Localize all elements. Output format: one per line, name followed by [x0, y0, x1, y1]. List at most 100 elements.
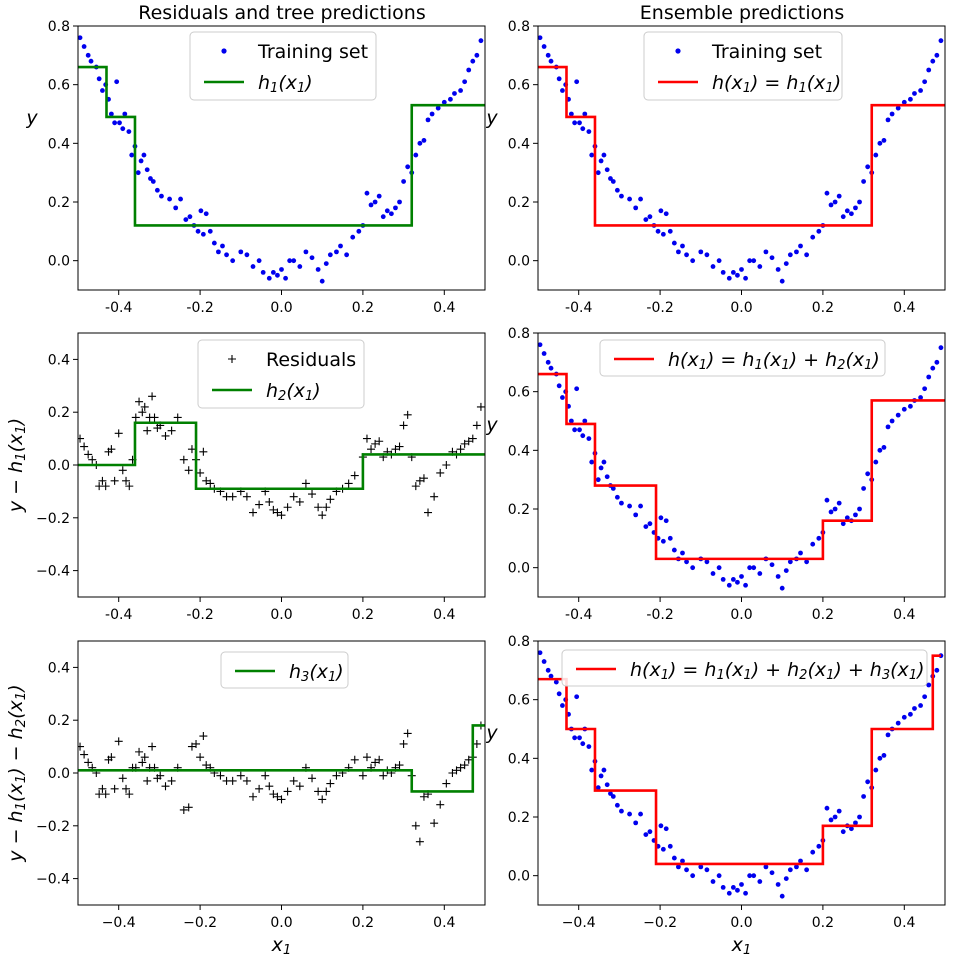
residual-point	[371, 439, 380, 448]
training-point	[824, 497, 830, 503]
residual-point	[156, 771, 165, 780]
training-point	[663, 518, 669, 524]
y-axis-label: y − h1(x1) − h2(x1)	[5, 684, 29, 862]
training-point	[556, 691, 562, 697]
training-point	[832, 814, 838, 820]
residual-point	[179, 455, 188, 464]
x-tick-label: -0.2	[646, 607, 673, 623]
x-tick-label: -0.4	[105, 300, 132, 316]
residual-point	[344, 479, 353, 488]
training-point	[747, 258, 753, 264]
training-point	[462, 79, 468, 85]
y-tick-label: 0.8	[48, 19, 70, 35]
training-point	[541, 351, 547, 356]
training-point	[586, 436, 592, 441]
residual-point	[375, 755, 384, 764]
residual-point	[143, 776, 152, 785]
training-point	[716, 258, 722, 264]
residual-point	[273, 792, 282, 801]
plot-area	[538, 35, 945, 284]
training-point	[804, 252, 810, 258]
training-point	[783, 568, 789, 573]
residual-point	[468, 434, 477, 443]
training-point	[658, 208, 664, 214]
legend-label: h(x1) = h1(x1) + h2(x1) + h3(x1)	[630, 659, 925, 683]
training-point	[769, 255, 775, 261]
residual-point	[265, 782, 274, 791]
legend-box	[561, 649, 928, 687]
training-point	[568, 418, 574, 424]
residual-point	[472, 739, 481, 748]
residual-point	[367, 445, 376, 454]
training-point	[538, 342, 543, 348]
residual-point	[430, 819, 439, 828]
training-point	[129, 152, 135, 158]
training-point	[319, 278, 325, 284]
residual-point	[332, 771, 341, 780]
training-point	[690, 565, 696, 571]
training-point	[279, 267, 284, 272]
x-tick-label: -0.2	[646, 300, 673, 316]
x-tick-label: 0.0	[270, 915, 292, 931]
training-point	[647, 214, 653, 220]
training-point	[698, 249, 704, 255]
training-point	[735, 272, 740, 278]
training-point	[610, 486, 616, 491]
y-axis-label: y	[485, 107, 498, 129]
plot-area	[538, 650, 944, 899]
residual-point	[101, 482, 110, 491]
training-point	[901, 99, 907, 105]
training-point	[810, 849, 816, 855]
residual-point	[415, 837, 424, 846]
y-tick-label: −0.4	[36, 564, 70, 580]
residual-point	[460, 439, 469, 448]
panel-middle-left: -0.4 -0.2 0.0 0.2 0.4 −0.4 −0.2 0.0 0.2 0.4 y − h1…	[5, 332, 486, 623]
training-point	[857, 199, 862, 205]
training-point	[466, 67, 472, 73]
residual-point	[411, 482, 420, 491]
residual-point	[424, 508, 433, 517]
legend-label: h3(x1)	[289, 661, 344, 685]
training-point	[595, 785, 601, 791]
residual-point	[269, 505, 278, 514]
training-point	[619, 193, 624, 199]
training-point	[203, 211, 209, 217]
training-point	[556, 383, 562, 389]
training-point	[783, 876, 789, 881]
training-point	[901, 406, 907, 412]
residual-point	[114, 737, 123, 746]
residual-point	[322, 787, 331, 796]
training-point	[934, 359, 940, 365]
training-point	[836, 808, 842, 814]
residual-point	[192, 739, 201, 748]
training-point	[787, 559, 793, 565]
training-point	[730, 270, 736, 275]
training-point	[743, 890, 748, 896]
training-point	[775, 882, 781, 887]
y-tick-label: 0.2	[48, 195, 70, 211]
residual-point	[196, 468, 205, 477]
training-point	[601, 152, 607, 158]
training-point	[589, 152, 595, 158]
residual-point	[173, 413, 182, 422]
training-point	[658, 515, 664, 521]
training-point	[283, 275, 288, 281]
training-point	[586, 129, 592, 135]
training-point	[844, 208, 850, 214]
training-point	[912, 91, 917, 96]
training-point	[154, 187, 160, 193]
training-point	[912, 706, 917, 711]
residual-point	[88, 455, 97, 464]
training-point	[684, 559, 689, 565]
training-point	[934, 52, 940, 58]
residual-point	[140, 753, 149, 762]
residual-point	[442, 461, 451, 469]
residual-point	[125, 790, 134, 799]
training-point	[478, 38, 484, 44]
training-point	[881, 138, 887, 143]
residual-point	[131, 413, 140, 422]
training-point	[810, 541, 816, 547]
training-point	[577, 427, 582, 433]
residual-point	[143, 426, 152, 435]
training-point	[167, 196, 172, 202]
